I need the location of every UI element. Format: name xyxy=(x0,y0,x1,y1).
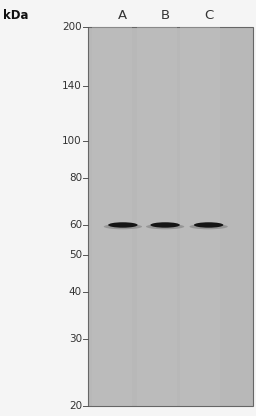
Ellipse shape xyxy=(146,224,184,229)
Text: kDa: kDa xyxy=(3,9,28,22)
Bar xyxy=(137,27,177,406)
Text: A: A xyxy=(118,9,127,22)
Text: 80: 80 xyxy=(69,173,82,183)
Ellipse shape xyxy=(150,222,180,228)
Text: 40: 40 xyxy=(69,287,82,297)
Text: 50: 50 xyxy=(69,250,82,260)
Text: 60: 60 xyxy=(69,220,82,230)
Text: 30: 30 xyxy=(69,334,82,344)
Ellipse shape xyxy=(104,224,142,229)
Text: 140: 140 xyxy=(62,81,82,91)
Ellipse shape xyxy=(194,222,223,228)
Text: 20: 20 xyxy=(69,401,82,411)
Bar xyxy=(92,27,132,406)
Ellipse shape xyxy=(108,222,138,228)
Ellipse shape xyxy=(189,224,228,229)
Bar xyxy=(180,27,220,406)
Text: C: C xyxy=(204,9,213,22)
Text: 200: 200 xyxy=(62,22,82,32)
Text: 100: 100 xyxy=(62,136,82,146)
Text: B: B xyxy=(161,9,170,22)
Bar xyxy=(88,27,253,406)
